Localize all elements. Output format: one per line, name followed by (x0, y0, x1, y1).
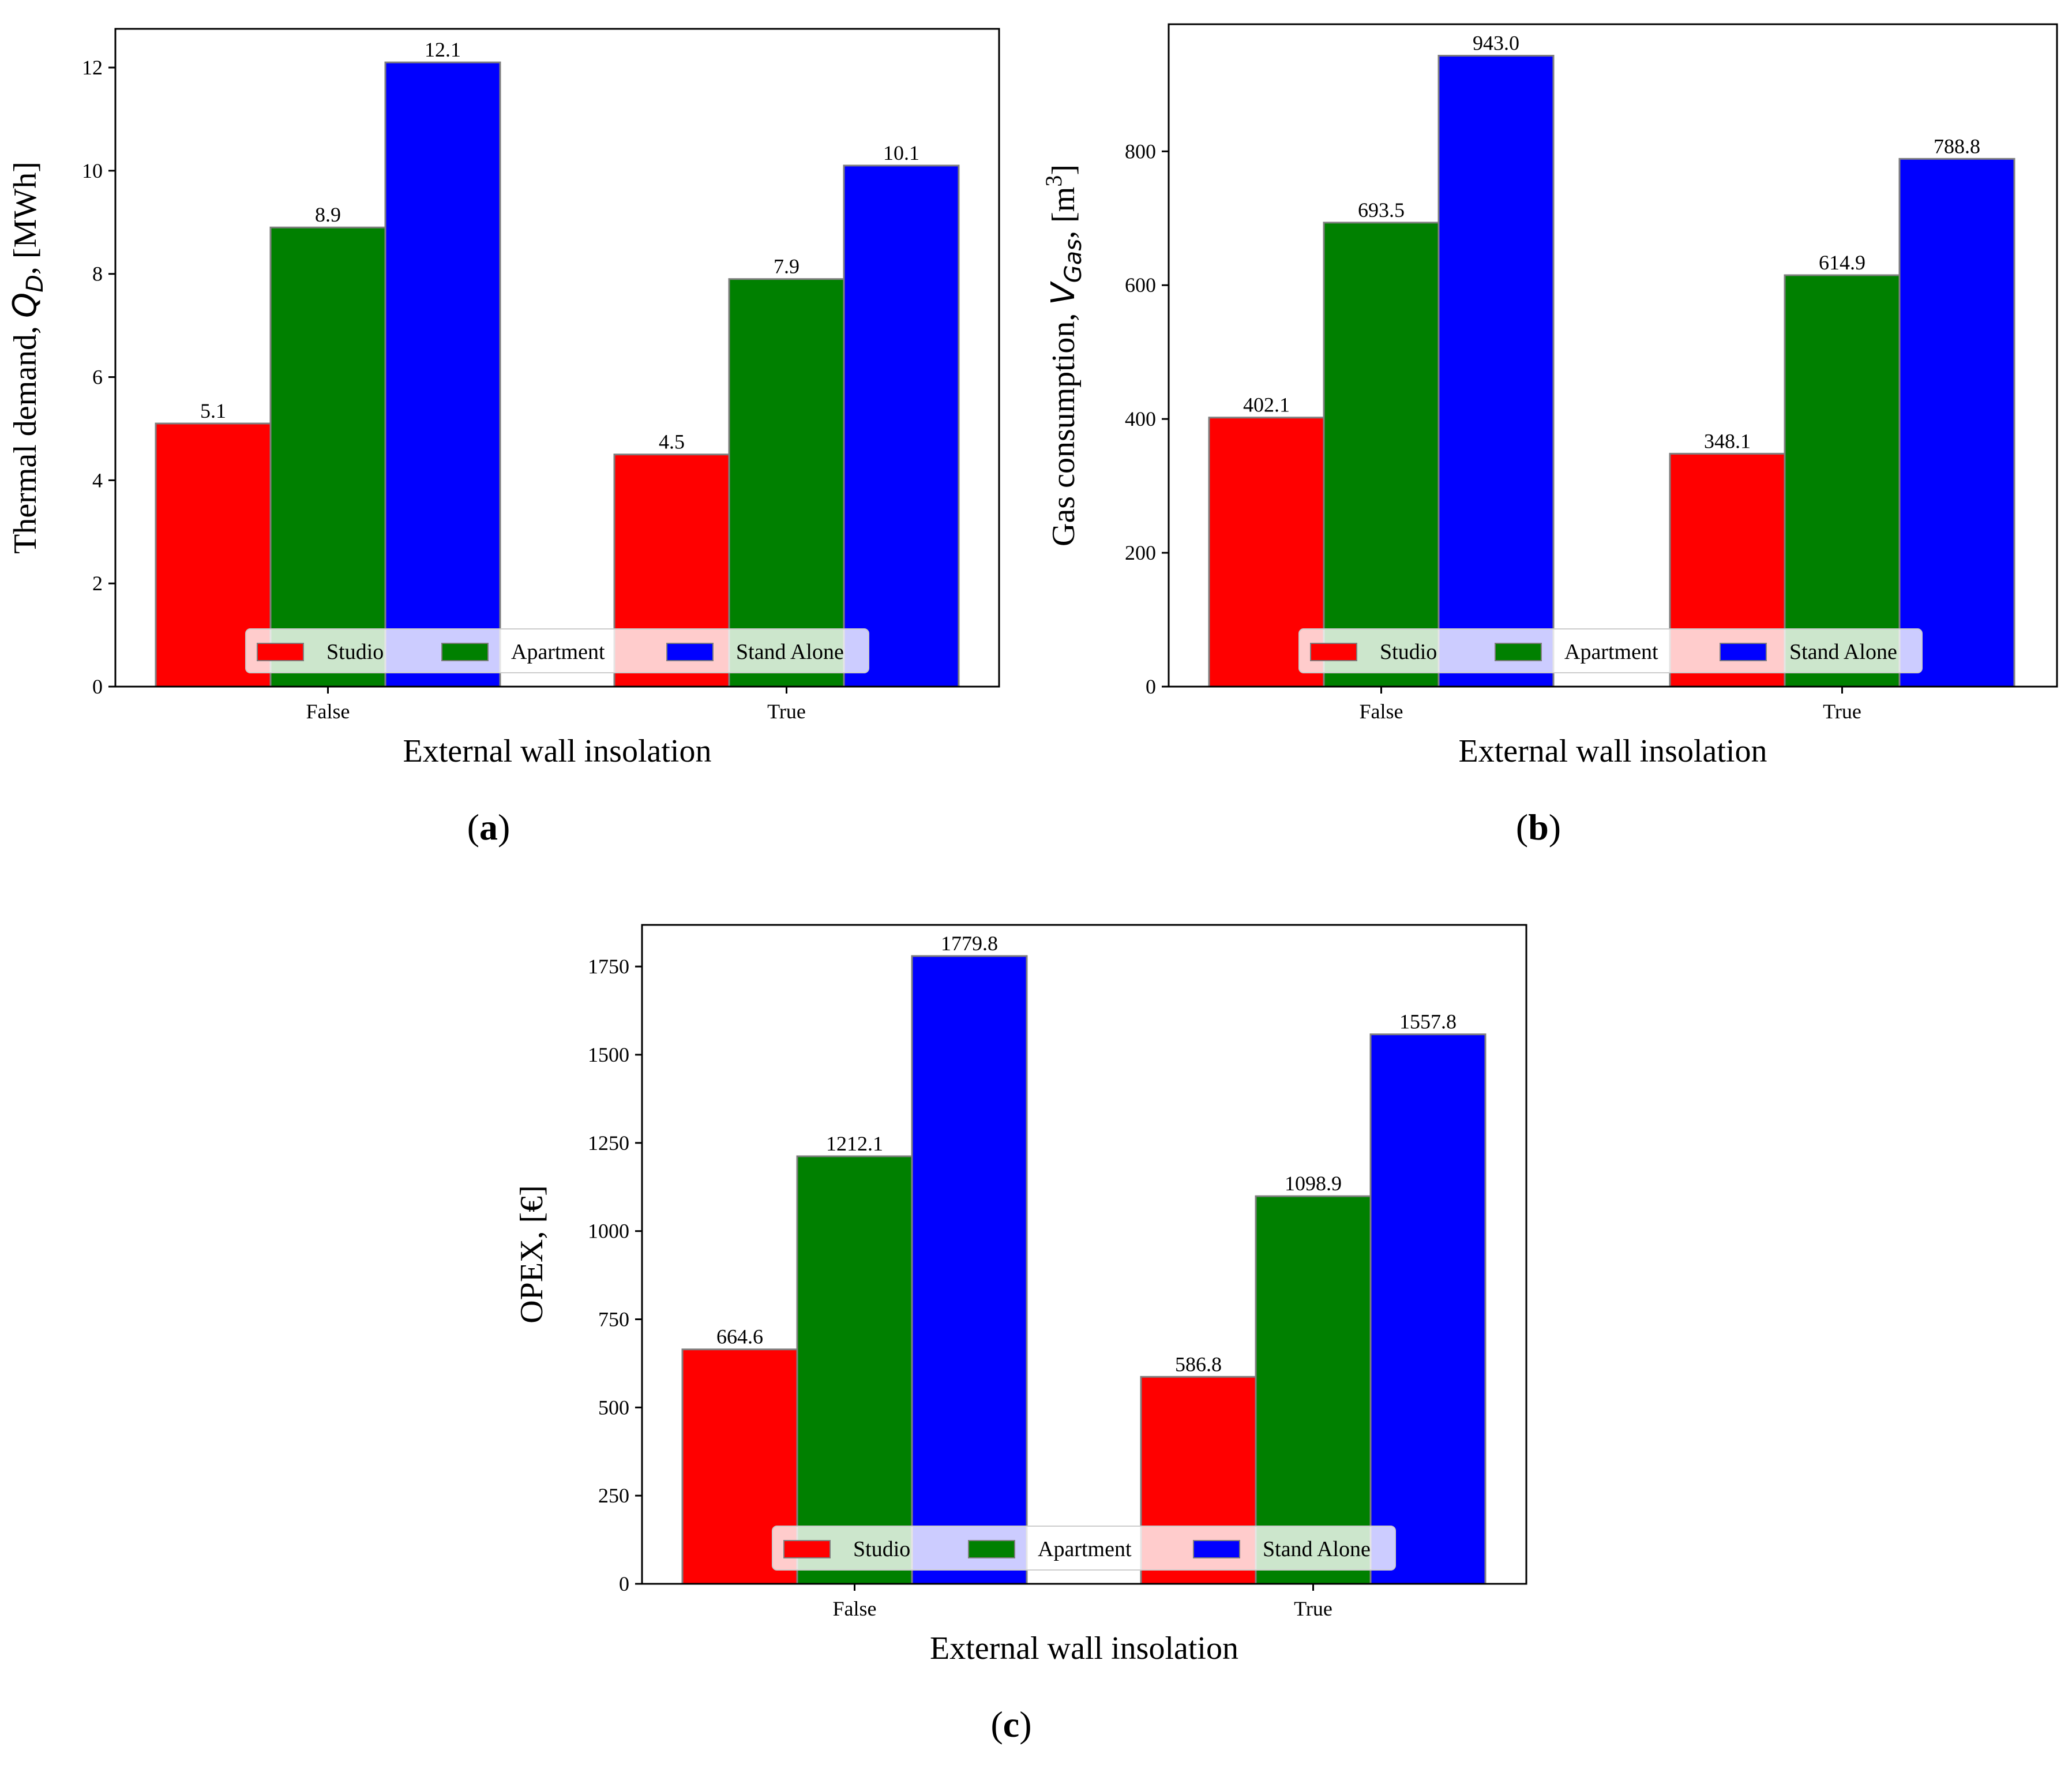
y-tick-label: 0 (1146, 675, 1156, 698)
data-label: 8.9 (315, 203, 341, 226)
y-tick-label: 2 (92, 572, 103, 595)
chart-a: 5.1 4.5 8.9 7.9 12.1 10.1 0 2 4 6 8 10 12 False True Ex… (6, 28, 1000, 769)
bar-stand-alone-false (1437, 55, 1555, 688)
data-label: 10.1 (883, 141, 919, 164)
data-label: 1557.8 (1399, 1010, 1457, 1033)
chart-b: 402.1 348.1 693.5 614.9 943.0 788.8 0 200 400 600… (1041, 23, 2058, 769)
data-label: 348.1 (1704, 429, 1751, 452)
y-axis-label: OPEX, [€] (514, 1185, 550, 1324)
caption-b: (b) (1516, 807, 1561, 848)
bar-apartment-false (1323, 222, 1440, 688)
legend (1298, 628, 1923, 673)
data-label: 402.1 (1243, 394, 1290, 417)
legend-label: Apartment (511, 640, 605, 664)
data-label: 614.9 (1819, 251, 1865, 274)
x-tick-label: False (833, 1597, 877, 1620)
bar-stand-alone-false (911, 955, 1028, 1585)
y-tick-label: 1750 (588, 955, 629, 978)
legend-swatch-stand-alone (1193, 1540, 1240, 1558)
y-tick-label: 750 (598, 1307, 629, 1331)
y-tick-label: 1000 (588, 1220, 629, 1243)
legend-label: Studio (1380, 640, 1437, 664)
legend-swatch-studio (257, 643, 304, 661)
legend (772, 1526, 1396, 1571)
legend-swatch-stand-alone (666, 643, 714, 661)
data-label: 943.0 (1473, 32, 1519, 55)
data-label: 586.8 (1175, 1352, 1222, 1376)
legend-swatch-studio (1310, 643, 1357, 661)
data-label: 4.5 (659, 430, 685, 454)
legend-label: Stand Alone (1263, 1537, 1371, 1561)
y-tick-label: 1250 (588, 1131, 629, 1155)
legend (245, 628, 869, 673)
bar-apartment-true (728, 278, 845, 688)
x-tick-label: False (306, 700, 350, 723)
data-label: 788.8 (1934, 134, 1980, 158)
data-label: 1779.8 (941, 932, 998, 955)
bar-apartment-true (1255, 1195, 1372, 1585)
bar-stand-alone-true (1369, 1033, 1487, 1585)
data-label: 12.1 (425, 38, 461, 61)
legend-swatch-studio (783, 1540, 831, 1558)
y-tick-label: 1500 (588, 1043, 629, 1066)
y-axis-label: Gas consumption, VGas, [m3] (1041, 164, 1087, 546)
y-tick-label: 200 (1125, 541, 1156, 564)
legend-swatch-stand-alone (1720, 643, 1767, 661)
y-axis-label: Thermal demand, QD, [MWh] (6, 162, 48, 554)
legend-label: Studio (326, 640, 384, 664)
caption-c: (c) (990, 1704, 1031, 1745)
legend-label: Stand Alone (1789, 640, 1897, 664)
x-axis-label: External wall insolation (403, 733, 712, 769)
legend-swatch-apartment (441, 643, 489, 661)
y-tick-label: 12 (82, 56, 103, 79)
bar-apartment-false (796, 1155, 913, 1585)
caption-a: (a) (467, 807, 511, 848)
bar-stand-alone-false (384, 61, 501, 688)
y-tick-label: 8 (92, 263, 103, 286)
legend-swatch-apartment (968, 1540, 1015, 1558)
x-axis-label: External wall insolation (930, 1631, 1238, 1666)
y-tick-label: 600 (1125, 273, 1156, 297)
legend-label: Studio (853, 1537, 910, 1561)
legend-label: Stand Alone (736, 640, 844, 664)
y-tick-label: 800 (1125, 140, 1156, 163)
bar-apartment-true (1784, 274, 1901, 688)
x-tick-label: True (1294, 1597, 1332, 1620)
y-tick-label: 0 (619, 1572, 629, 1595)
y-tick-label: 500 (598, 1396, 629, 1419)
axes-frame (1168, 23, 2058, 688)
bar-stand-alone-true (1898, 158, 2015, 688)
x-tick-label: True (1823, 700, 1861, 723)
legend-label: Apartment (1038, 1537, 1132, 1561)
chart-c: 664.6 586.8 1212.1 1098.9 1779.8 1557.8 0 250 50… (514, 924, 1527, 1666)
y-tick-label: 4 (92, 469, 103, 492)
y-tick-label: 250 (598, 1484, 629, 1507)
data-label: 664.6 (716, 1325, 763, 1348)
y-tick-label: 0 (92, 675, 103, 698)
y-tick-label: 10 (82, 159, 103, 182)
axes-frame (114, 28, 1000, 688)
bar-apartment-false (269, 226, 386, 688)
y-tick-label: 6 (92, 366, 103, 389)
legend-swatch-apartment (1495, 643, 1542, 661)
y-tick-label: 400 (1125, 407, 1156, 430)
data-label: 7.9 (774, 255, 799, 278)
x-tick-label: True (767, 700, 806, 723)
x-tick-label: False (1360, 700, 1403, 723)
x-axis-label: External wall insolation (1459, 733, 1767, 769)
data-label: 5.1 (200, 399, 226, 422)
data-label: 693.5 (1358, 198, 1405, 222)
axes-frame (641, 924, 1527, 1585)
bar-stand-alone-true (843, 164, 960, 688)
data-label: 1098.9 (1285, 1172, 1342, 1195)
data-label: 1212.1 (826, 1132, 883, 1155)
legend-label: Apartment (1564, 640, 1658, 664)
